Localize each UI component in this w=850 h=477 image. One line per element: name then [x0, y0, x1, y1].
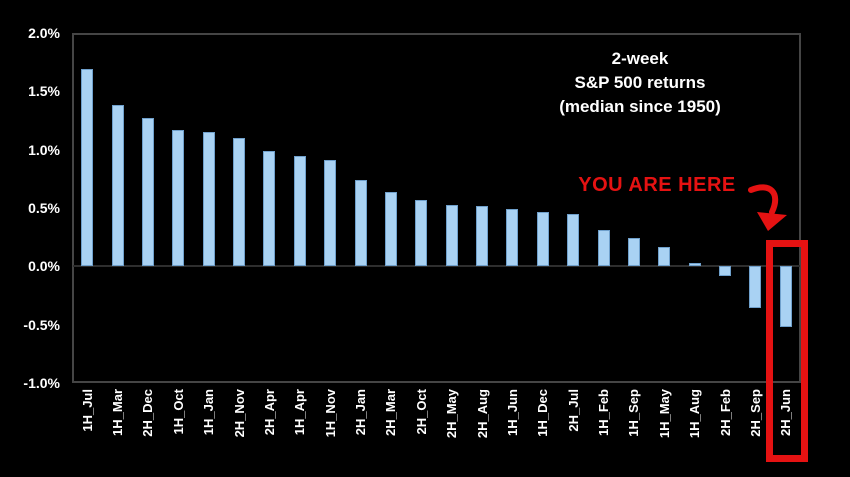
bar-1H_Jul [81, 69, 94, 267]
bar-2H_Jul [567, 213, 580, 267]
chart-title: 2-week S&P 500 returns (median since 195… [505, 47, 775, 119]
x-category-label-2H_Sep: 2H_Sep [747, 389, 763, 437]
bar-2H_Oct [415, 199, 428, 267]
x-category-label-2H_Dec: 2H_Dec [140, 389, 156, 437]
bar-1H_Mar [111, 105, 124, 267]
bar-1H_Jan [202, 132, 215, 267]
x-category-label-2H_Jul: 2H_Jul [565, 389, 581, 432]
x-category-label-2H_May: 2H_May [444, 389, 460, 439]
bar-1H_Apr [293, 155, 306, 267]
chart-title-line-2: S&P 500 returns [574, 73, 706, 92]
y-tick-label: 0.0% [28, 258, 60, 275]
x-category-label-2H_Apr: 2H_Apr [261, 389, 277, 436]
bar-2H_Jun [779, 266, 792, 327]
plot-area [72, 33, 801, 383]
highlight-box [766, 240, 808, 462]
bar-1H_Aug [688, 262, 701, 267]
y-tick-label: -0.5% [23, 316, 60, 333]
bar-2H_Aug [476, 205, 489, 267]
bar-2H_Jan [354, 180, 367, 267]
chart-title-line-3: (median since 1950) [559, 97, 721, 116]
x-category-label-2H_Feb: 2H_Feb [717, 389, 733, 436]
x-category-label-1H_Jul: 1H_Jul [79, 389, 95, 432]
bar-1H_May [658, 246, 671, 267]
y-tick-label: 0.5% [28, 200, 60, 216]
x-category-label-2H_Nov: 2H_Nov [231, 389, 247, 438]
x-category-label-1H_Jun: 1H_Jun [504, 389, 520, 436]
bar-2H_Apr [263, 150, 276, 267]
x-category-label-1H_Mar: 1H_Mar [110, 389, 126, 436]
x-category-label-2H_Mar: 2H_Mar [383, 389, 399, 436]
y-tick-label: -1.0% [23, 375, 60, 391]
x-category-label-1H_May: 1H_May [656, 389, 672, 439]
x-category-label-1H_Feb: 1H_Feb [596, 389, 612, 436]
y-tick-label: 1.5% [28, 83, 60, 100]
bar-2H_Sep [749, 266, 762, 309]
bar-1H_Jun [506, 209, 519, 267]
x-category-label-1H_Oct: 1H_Oct [170, 389, 186, 435]
y-tick-label: 2.0% [28, 25, 60, 41]
x-category-label-1H_Dec: 1H_Dec [535, 389, 551, 437]
bar-1H_Dec [536, 211, 549, 267]
bar-1H_Feb [597, 230, 610, 267]
x-category-label-2H_Jan: 2H_Jan [353, 389, 369, 436]
y-tick-label: 1.0% [28, 141, 60, 158]
zero-axis-line [73, 265, 800, 267]
x-category-label-2H_Aug: 2H_Aug [474, 389, 490, 439]
you-are-here-label: YOU ARE HERE [578, 174, 736, 196]
x-category-label-1H_Sep: 1H_Sep [626, 389, 642, 437]
x-category-label-1H_Apr: 1H_Apr [292, 389, 308, 436]
chart-title-line-1: 2-week [611, 49, 669, 68]
bar-2H_May [445, 204, 458, 267]
x-category-label-2H_Oct: 2H_Oct [413, 389, 429, 435]
x-category-label-1H_Jan: 1H_Jan [201, 389, 217, 436]
x-category-label-1H_Aug: 1H_Aug [687, 389, 703, 439]
bar-1H_Nov [324, 160, 337, 267]
bar-1H_Sep [627, 238, 640, 267]
x-category-label-1H_Nov: 1H_Nov [322, 389, 338, 438]
bar-2H_Dec [141, 118, 154, 267]
bar-2H_Mar [384, 191, 397, 267]
bar-1H_Oct [172, 129, 185, 267]
bar-2H_Nov [233, 138, 246, 267]
bar-2H_Feb [719, 266, 732, 276]
